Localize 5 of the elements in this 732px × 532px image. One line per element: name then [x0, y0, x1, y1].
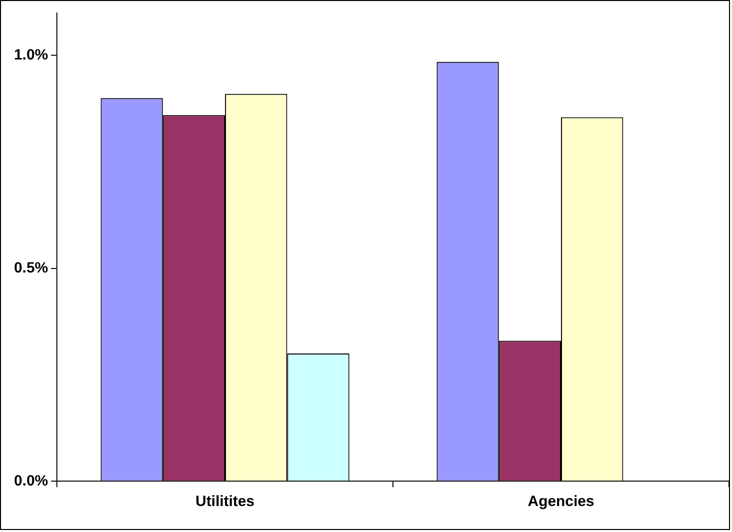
x-tick-label: Utilitites — [196, 493, 255, 510]
y-tick-label: 1.0% — [14, 46, 48, 64]
y-tick-label: 0.5% — [14, 259, 48, 276]
y-tick-label: 0.0% — [14, 472, 48, 490]
x-tick-label: Agencies — [528, 493, 594, 510]
